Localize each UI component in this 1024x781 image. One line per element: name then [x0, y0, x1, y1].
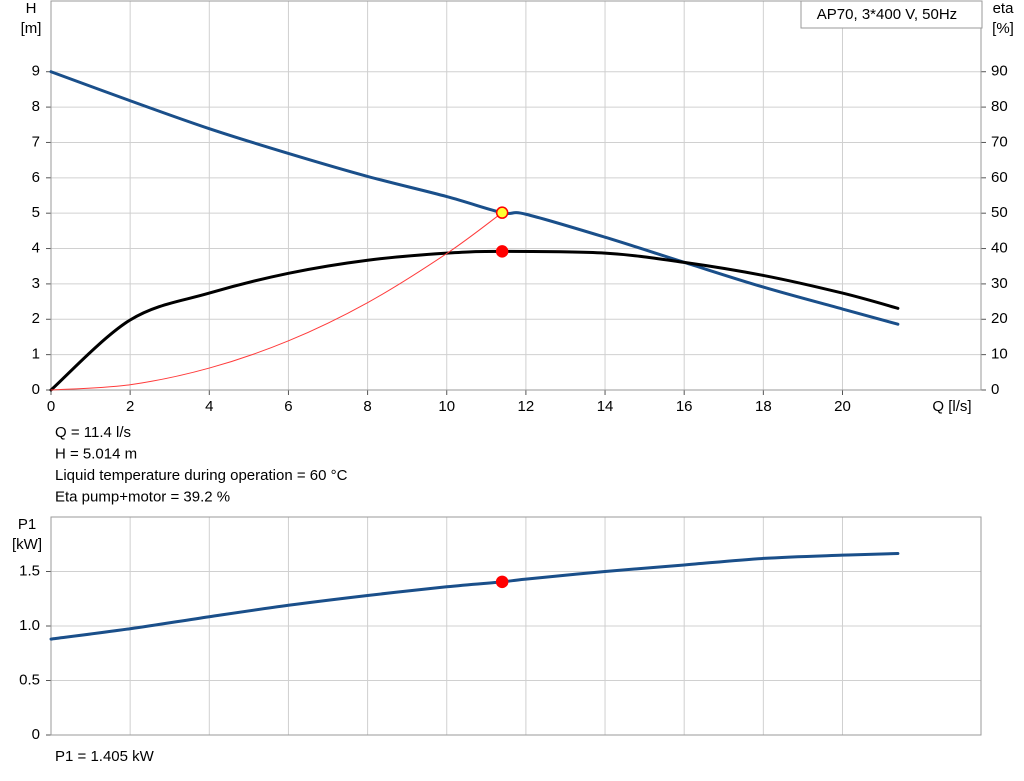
y-tick-label: 0.5: [19, 671, 40, 688]
y-tick-label: 1.0: [19, 617, 40, 634]
y-tick-label: 0: [32, 726, 40, 743]
x-tick-label: 8: [363, 398, 371, 415]
operating-point: [495, 245, 509, 258]
y-tick-label: 2: [32, 310, 40, 327]
operating-point: [495, 206, 509, 219]
y2-tick-label: 50: [991, 204, 1008, 221]
y-axis-label: H: [26, 0, 37, 17]
note: H = 5.014 m: [55, 445, 137, 462]
x-tick-label: 16: [676, 398, 693, 415]
y2-tick-label: 0: [991, 381, 999, 398]
plot-frame: [50, 0, 982, 391]
y-axis-label: [kW]: [12, 536, 42, 553]
y-tick-label: 1: [32, 346, 40, 363]
x-tick-label: 20: [834, 398, 851, 415]
curve: [50, 212, 503, 391]
y2-tick-label: 30: [991, 275, 1008, 292]
x-tick-label: 2: [126, 398, 134, 415]
y2-axis-label: eta: [993, 0, 1015, 17]
x-tick-label: 10: [438, 398, 455, 415]
y-tick-label: 0: [32, 381, 40, 398]
y2-tick-label: 20: [991, 310, 1008, 327]
x-tick-label: 12: [518, 398, 535, 415]
curve: [49, 249, 900, 392]
note: P1 = 1.405 kW: [55, 748, 155, 765]
y-tick-label: 8: [32, 98, 40, 115]
y2-tick-label: 40: [991, 240, 1008, 257]
y2-tick-label: 60: [991, 169, 1008, 186]
y2-tick-label: 90: [991, 63, 1008, 80]
x-tick-label: 6: [284, 398, 292, 415]
y-tick-label: 4: [32, 240, 40, 257]
y2-tick-label: 80: [991, 98, 1008, 115]
note: Q = 11.4 l/s: [55, 424, 131, 441]
plot-frame: [50, 516, 982, 736]
y2-tick-label: 70: [991, 133, 1008, 150]
x-tick-label: 18: [755, 398, 772, 415]
note: Liquid temperature during operation = 60…: [55, 467, 348, 484]
x-tick-label: 4: [205, 398, 213, 415]
y-tick-label: 3: [32, 275, 40, 292]
y-axis-label: [m]: [21, 20, 42, 37]
note: Eta pump+motor = 39.2 %: [55, 488, 230, 505]
y-tick-label: 5: [32, 204, 40, 221]
y2-axis-label: [%]: [992, 20, 1014, 37]
title-box: [800, 0, 983, 29]
plot-background: [51, 1, 981, 390]
operating-point: [495, 575, 509, 589]
y2-tick-label: 10: [991, 346, 1008, 363]
y-tick-label: 7: [32, 133, 40, 150]
x-tick-label: 0: [47, 398, 55, 415]
chart-title: AP70, 3*400 V, 50Hz: [817, 6, 957, 23]
y-tick-label: 1.5: [19, 562, 40, 579]
y-tick-label: 6: [32, 169, 40, 186]
x-axis-label: Q [l/s]: [932, 398, 971, 415]
x-tick-label: 14: [597, 398, 614, 415]
y-tick-label: 9: [32, 63, 40, 80]
y-axis-label: P1: [18, 516, 36, 533]
